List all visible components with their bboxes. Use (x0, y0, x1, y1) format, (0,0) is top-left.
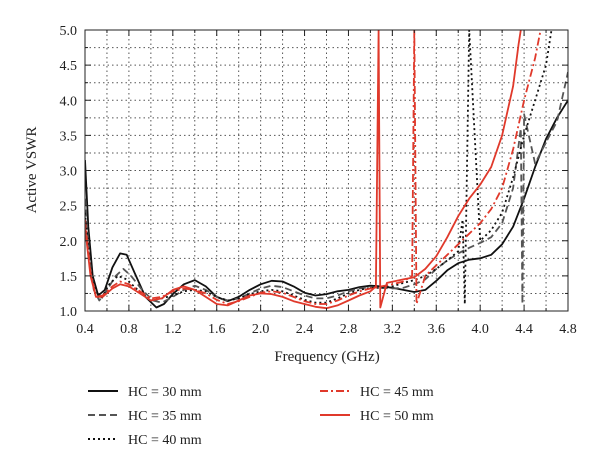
legend-label: HC = 40 mm (128, 433, 202, 448)
y-tick-label: 2.0 (60, 235, 78, 250)
series-line-3 (85, 30, 553, 305)
x-tick-label: 2.4 (296, 322, 314, 337)
series-line-2 (85, 71, 568, 305)
x-tick-label: 3.6 (428, 322, 446, 337)
y-tick-label: 3.5 (60, 129, 78, 144)
x-tick-label: 4.4 (515, 322, 533, 337)
y-tick-label: 2.5 (60, 200, 78, 215)
grid (85, 30, 568, 311)
x-tick-label: 0.8 (120, 322, 138, 337)
x-tick-label: 1.2 (164, 322, 182, 337)
x-tick-label: 4.8 (559, 322, 577, 337)
x-tick-label: 1.6 (208, 322, 226, 337)
legend-label: HC = 35 mm (128, 409, 202, 424)
x-tick-label: 4.0 (471, 322, 489, 337)
x-tick-labels: 0.4 0.8 1.2 1.6 2.0 2.4 2.8 3.2 3.6 4.0 4.4 4.8 (76, 322, 577, 337)
legend: HC = 30 mm HC = 35 mm HC = 40 mm HC = 45 mm… (88, 385, 434, 448)
y-tick-label: 5.0 (60, 24, 78, 39)
y-tick-label: 4.0 (60, 94, 78, 109)
x-tick-label: 0.4 (76, 322, 94, 337)
y-tick-label: 4.5 (60, 59, 78, 74)
y-tick-labels: 1.0 1.5 2.0 2.5 3.0 3.5 4.0 4.5 5.0 (60, 24, 78, 320)
legend-label: HC = 50 mm (360, 409, 434, 424)
legend-label: HC = 45 mm (360, 385, 434, 400)
series-line-5 (85, 30, 522, 310)
series-lines (85, 30, 568, 310)
y-axis-title: Active VSWR (24, 127, 40, 214)
y-tick-label: 1.0 (60, 305, 78, 320)
series-line-4 (85, 30, 542, 305)
legend-label: HC = 30 mm (128, 385, 202, 400)
axis-ticks (84, 29, 569, 312)
x-tick-label: 2.8 (340, 322, 358, 337)
x-tick-label: 3.2 (384, 322, 402, 337)
x-tick-label: 2.0 (252, 322, 270, 337)
series-line-1 (85, 99, 568, 309)
y-tick-label: 3.0 (60, 165, 78, 180)
y-tick-label: 1.5 (60, 270, 78, 285)
x-axis-title: Frequency (GHz) (274, 349, 379, 365)
